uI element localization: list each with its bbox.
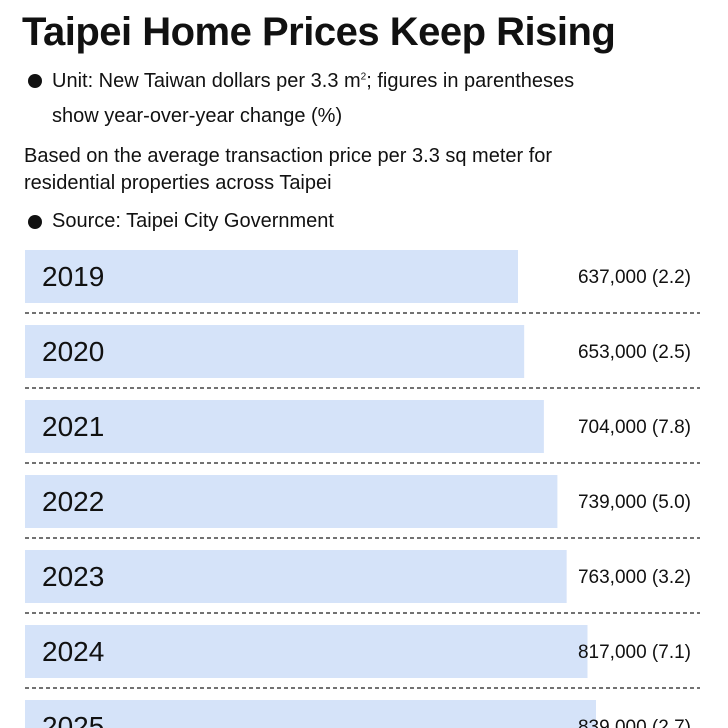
value-label: 739,000 (5.0) [578, 492, 691, 513]
category-label: 2019 [42, 261, 104, 292]
bar-2025 [25, 700, 596, 728]
bar-2020 [25, 325, 525, 378]
unit-note-prefix: Unit: New Taiwan dollars per 3.3 m [52, 70, 361, 92]
bar-2024 [25, 625, 588, 678]
value-label: 637,000 (2.2) [578, 267, 691, 288]
category-label: 2023 [42, 561, 104, 592]
bar-2021 [25, 400, 544, 453]
source-note: Source: Taipei City Government [52, 210, 334, 232]
value-label: 763,000 (3.2) [578, 567, 691, 588]
value-label: 704,000 (7.8) [578, 417, 691, 438]
value-label: 839,000 (2.7) [578, 717, 691, 728]
unit-note-line2: show year-over-year change (%) [52, 105, 343, 127]
category-label: 2020 [42, 336, 104, 367]
bar-2019 [25, 250, 518, 303]
bar-2022 [25, 475, 558, 528]
bar-2023 [25, 550, 567, 603]
unit-note-superscript: 2 [360, 71, 367, 83]
chart-title: Taipei Home Prices Keep Rising [22, 10, 616, 54]
bullet-icon [28, 215, 42, 229]
category-label: 2022 [42, 486, 104, 517]
value-label: 653,000 (2.5) [578, 342, 691, 363]
category-label: 2025 [42, 711, 104, 728]
basis-note-line1: Based on the average transaction price p… [24, 145, 553, 167]
category-label: 2024 [42, 636, 104, 667]
bullet-icon [28, 74, 42, 88]
category-label: 2021 [42, 411, 104, 442]
value-label: 817,000 (7.1) [578, 642, 691, 663]
basis-note-line2: residential properties across Taipei [24, 172, 332, 194]
unit-note: Unit: New Taiwan dollars per 3.3 m2; fig… [52, 66, 574, 96]
unit-note-suffix: ; figures in parentheses [366, 70, 575, 92]
